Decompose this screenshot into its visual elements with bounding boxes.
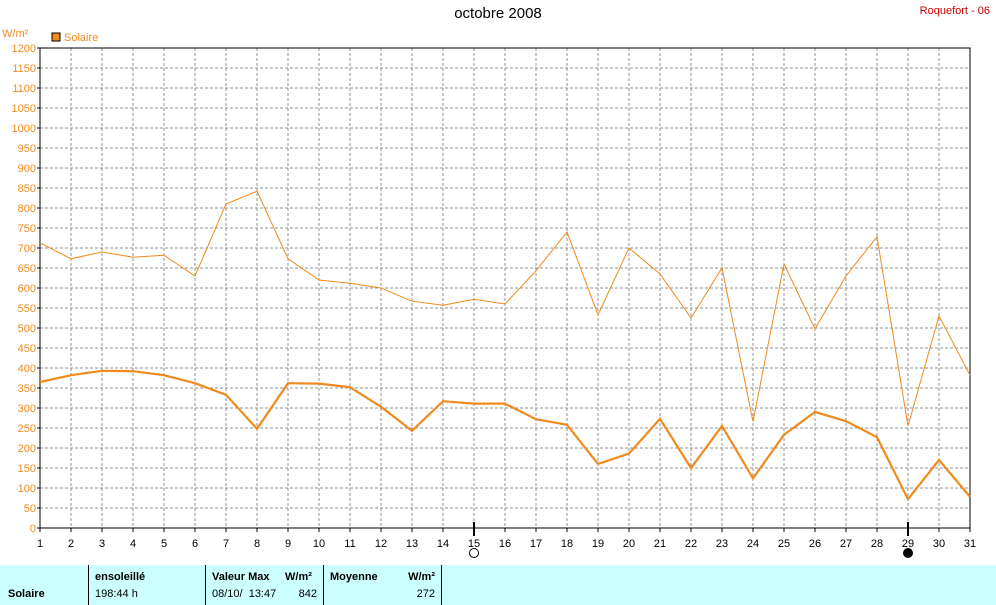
x-tick-label: 15	[468, 538, 480, 550]
x-tick-label: 13	[406, 538, 418, 550]
y-tick-label: 1050	[12, 103, 36, 115]
x-tick-label: 26	[809, 538, 821, 550]
x-tick-label: 18	[561, 538, 573, 550]
full-moon-icon	[469, 548, 479, 558]
new-moon-icon	[903, 548, 913, 558]
mean-cell: Moyenne W/m² 272	[323, 565, 442, 605]
x-tick-label: 3	[99, 538, 105, 550]
x-tick-label: 12	[375, 538, 387, 550]
y-tick-label: 800	[18, 203, 36, 215]
stats-bar: Solaire ensoleillé 198:44 h Valeur Max W…	[0, 565, 996, 605]
y-tick-label: 100	[18, 483, 36, 495]
mean-value: 272	[416, 588, 435, 600]
x-tick-label: 6	[192, 538, 198, 550]
sunshine-header: ensoleillé	[95, 571, 146, 583]
y-tick-label: 550	[18, 303, 36, 315]
y-tick-label: 850	[18, 183, 36, 195]
x-tick-label: 8	[254, 538, 260, 550]
x-tick-label: 16	[499, 538, 511, 550]
y-tick-label: 1150	[12, 63, 36, 75]
x-tick-label: 2	[68, 538, 74, 550]
mean-unit: W/m²	[408, 571, 435, 583]
y-tick-label: 250	[18, 423, 36, 435]
x-tick-label: 25	[778, 538, 790, 550]
max-date: 08/10/ 13:47	[212, 588, 277, 600]
y-tick-label: 700	[18, 243, 36, 255]
x-tick-label: 27	[840, 538, 852, 550]
max-value: 842	[298, 588, 317, 600]
plot-frame	[39, 47, 971, 529]
x-tick-label: 28	[871, 538, 883, 550]
x-tick-label: 30	[933, 538, 945, 550]
max-header: Valeur Max	[212, 571, 270, 583]
y-tick-label: 0	[30, 523, 36, 535]
y-tick-label: 1000	[12, 123, 36, 135]
y-axis-unit-label: W/m²	[2, 28, 29, 40]
x-tick-label: 29	[902, 538, 914, 550]
x-tick-label: 7	[223, 538, 229, 550]
legend-swatch	[51, 32, 61, 42]
legend-label: Solaire	[64, 32, 98, 44]
chart-title: octobre 2008	[454, 5, 542, 22]
x-tick-label: 23	[716, 538, 728, 550]
y-tick-label: 1100	[12, 83, 36, 95]
y-tick-label: 300	[18, 403, 36, 415]
y-tick-label: 50	[24, 503, 36, 515]
stats-row-label: Solaire	[8, 588, 45, 600]
y-tick-label: 400	[18, 363, 36, 375]
x-tick-label: 1	[37, 538, 43, 550]
x-tick-label: 9	[285, 538, 291, 550]
y-tick-label: 450	[18, 343, 36, 355]
x-tick-label: 4	[130, 538, 136, 550]
x-tick-label: 19	[592, 538, 604, 550]
x-tick-label: 17	[530, 538, 542, 550]
series-line-max	[39, 190, 971, 427]
x-tick-label: 11	[344, 538, 355, 550]
y-tick-label: 750	[18, 223, 36, 235]
y-tick-label: 650	[18, 263, 36, 275]
y-tick-label: 600	[18, 283, 36, 295]
x-tick-label: 31	[964, 538, 976, 550]
max-unit: W/m²	[285, 571, 312, 583]
max-cell: Valeur Max W/m² 08/10/ 13:47 842	[205, 565, 323, 605]
y-tick-label: 150	[18, 463, 36, 475]
chart: 0 50 100 150 200 250 300 350 400 450 500 550 600 650 7…	[2, 28, 976, 558]
sunshine-value: 198:44 h	[95, 588, 138, 600]
x-tick-label: 24	[747, 538, 759, 550]
x-tick-label: 10	[313, 538, 325, 550]
station-label: Roquefort - 06	[919, 5, 990, 17]
x-tick-label: 22	[685, 538, 697, 550]
x-tick-label: 5	[161, 538, 167, 550]
y-tick-label: 1200	[12, 43, 36, 55]
y-tick-label: 200	[18, 443, 36, 455]
y-tick-label: 900	[18, 163, 36, 175]
y-tick-label: 950	[18, 143, 36, 155]
x-tick-label: 14	[437, 538, 449, 550]
sunshine-cell: ensoleillé 198:44 h	[88, 565, 206, 605]
series-line-solaire	[39, 369, 971, 502]
x-tick-label: 21	[654, 538, 666, 550]
y-tick-label: 350	[18, 383, 36, 395]
mean-header: Moyenne	[330, 571, 378, 583]
y-tick-label: 500	[18, 323, 36, 335]
x-tick-label: 20	[623, 538, 635, 550]
